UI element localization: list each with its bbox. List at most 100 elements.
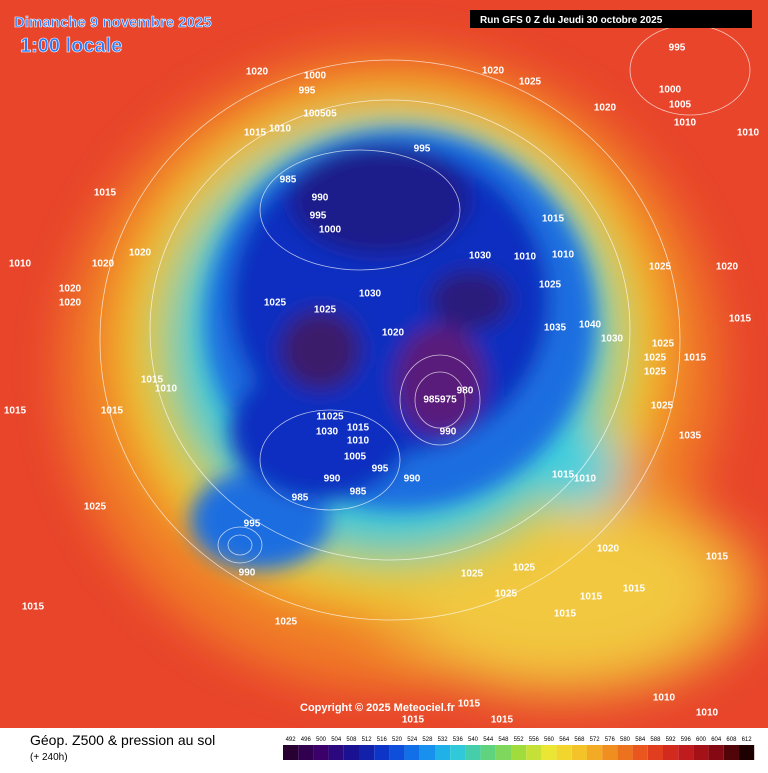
isobar-label: 1025: [651, 401, 674, 412]
isobar-label: 1015: [729, 314, 752, 325]
isobar-label: 1010: [552, 250, 575, 261]
legend-swatch: [526, 745, 542, 760]
legend-label: 516: [377, 737, 388, 743]
isobar-label: 995: [299, 86, 316, 97]
legend-label: 504: [331, 737, 342, 743]
legend-swatch: [359, 745, 375, 760]
isobar-label: 1015: [542, 214, 565, 225]
isobar-label: 1025: [644, 353, 667, 364]
map-time: 1:00 locale: [20, 35, 122, 57]
isobar-label: 1015: [22, 602, 45, 613]
isobar-label: 1030: [601, 334, 624, 345]
legend-swatch: [602, 745, 618, 760]
isobar-label: 1005: [669, 100, 692, 111]
legend-label: 572: [590, 737, 601, 743]
legend-swatch: [328, 745, 344, 760]
isobar-label: 1020: [59, 284, 82, 295]
legend-label: 492: [286, 737, 297, 743]
isobar-label: 1020: [59, 298, 82, 309]
legend-swatch: [374, 745, 390, 760]
legend-label: 496: [301, 737, 312, 743]
isobar-label: 1025: [644, 367, 667, 378]
legend-label: 512: [362, 737, 373, 743]
legend-swatch: [480, 745, 496, 760]
legend-swatch: [313, 745, 329, 760]
isobar-label: 100505: [303, 109, 337, 120]
legend-swatch: [571, 745, 587, 760]
legend-swatch: [693, 745, 709, 760]
legend-label: 520: [392, 737, 403, 743]
legend-swatch: [708, 745, 724, 760]
isobar-label: 1025: [539, 280, 562, 291]
isobar-label: 1015: [101, 406, 124, 417]
legend-swatch: [450, 745, 466, 760]
isobar-label: 1025: [513, 563, 536, 574]
legend-swatch: [511, 745, 527, 760]
legend-swatch: [298, 745, 314, 760]
isobar-label: 1000: [319, 225, 342, 236]
legend-swatch: [435, 745, 451, 760]
legend-label: 560: [544, 737, 555, 743]
isobar-label: 1025: [495, 589, 518, 600]
isobar-label: 1025: [649, 262, 672, 273]
legend-label: 540: [468, 737, 479, 743]
isobar-label: 990: [312, 193, 329, 204]
isobar-label: 1005: [344, 452, 367, 463]
isobar-label: 1025: [461, 569, 484, 580]
isobar-label: 1010: [696, 708, 719, 719]
legend-swatch: [541, 745, 557, 760]
isobar-label: 1015: [706, 552, 729, 563]
isobar-label: 1010: [347, 436, 370, 447]
isobar-label: 985: [280, 175, 297, 186]
isobar-label: 995: [372, 464, 389, 475]
isobar-label: 985: [350, 487, 367, 498]
isobar-label: 11025: [316, 412, 344, 423]
legend-label: 612: [742, 737, 753, 743]
legend-label: 556: [529, 737, 540, 743]
isobar-label: 990: [440, 427, 457, 438]
isobar-label: 1020: [594, 103, 617, 114]
legend-label: 524: [407, 737, 418, 743]
isobar-label: 1015: [244, 128, 267, 139]
isobar-label: 1010: [9, 259, 32, 270]
isobar-label: 1010: [653, 693, 676, 704]
legend-swatch: [404, 745, 420, 760]
isobar-label: 1010: [574, 474, 597, 485]
legend-swatch: [678, 745, 694, 760]
isobar-label: 1025: [84, 502, 107, 513]
legend-swatch: [556, 745, 572, 760]
copyright: Copyright © 2025 Meteociel.fr: [300, 702, 456, 714]
legend-swatch: [495, 745, 511, 760]
legend-label: 508: [346, 737, 357, 743]
isobar-label: 995: [310, 211, 327, 222]
legend-label: 588: [650, 737, 661, 743]
isobar-label: 1015: [141, 375, 164, 386]
isobar-label: 990: [404, 474, 421, 485]
isobar-label: 1030: [316, 427, 339, 438]
isobar-label: 1030: [359, 289, 382, 300]
isobar-label: 1015: [4, 406, 27, 417]
legend-swatch: [343, 745, 359, 760]
legend-swatch: [739, 745, 755, 760]
isobar-label: 1025: [275, 617, 298, 628]
isobar-label: 1010: [737, 128, 760, 139]
run-box: [470, 10, 752, 28]
isobar-label: 1030: [469, 251, 492, 262]
legend-label: 584: [635, 737, 646, 743]
legend-label: 500: [316, 737, 327, 743]
legend-label: 552: [514, 737, 525, 743]
legend-swatch: [617, 745, 633, 760]
isobar-label: 990: [324, 474, 341, 485]
isobar-label: 1015: [402, 715, 425, 726]
isobar-label: 1015: [552, 470, 575, 481]
legend-label: 596: [681, 737, 692, 743]
color-legend: 492 496 500 504 508 512 516 520 524 528 532 536 540 5…: [283, 737, 755, 760]
isobar-label: 1000: [659, 85, 682, 96]
legend-label: 568: [574, 737, 585, 743]
isobar-label: 1025: [652, 339, 675, 350]
isobar-label: 1010: [674, 118, 697, 129]
isobar-label: 1040: [579, 320, 602, 331]
legend-swatch: [389, 745, 405, 760]
